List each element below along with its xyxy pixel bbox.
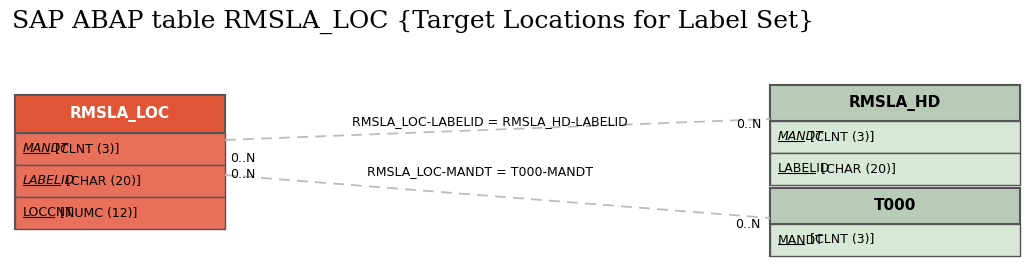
Text: [CLNT (3)]: [CLNT (3)] (51, 143, 119, 156)
Bar (15, 165, 225, 197)
Text: 0..N: 0..N (230, 151, 255, 164)
Text: MANDT: MANDT (23, 143, 69, 156)
Text: 0..N: 0..N (735, 218, 760, 231)
Bar (15, 197, 225, 229)
Bar (770, 85, 1020, 185)
Bar (770, 121, 1020, 153)
Text: LABELID: LABELID (778, 163, 831, 176)
Text: MANDT: MANDT (778, 131, 824, 144)
Bar (770, 153, 1020, 185)
Bar (770, 224, 1020, 256)
Text: MANDT: MANDT (778, 234, 824, 247)
Bar (15, 95, 225, 229)
Text: 0..N: 0..N (230, 169, 255, 182)
Bar (15, 95, 225, 133)
Text: RMSLA_HD: RMSLA_HD (849, 95, 941, 111)
Text: LABELID: LABELID (23, 175, 75, 188)
Bar (770, 188, 1020, 256)
Text: T000: T000 (874, 198, 916, 214)
Bar (770, 188, 1020, 224)
Text: [NUMC (12)]: [NUMC (12)] (57, 207, 137, 220)
Text: 0..N: 0..N (735, 118, 761, 131)
Text: RMSLA_LOC-LABELID = RMSLA_HD-LABELID: RMSLA_LOC-LABELID = RMSLA_HD-LABELID (352, 115, 628, 128)
Text: LOCCNT: LOCCNT (23, 207, 74, 220)
Bar (15, 133, 225, 165)
Text: RMSLA_LOC-MANDT = T000-MANDT: RMSLA_LOC-MANDT = T000-MANDT (367, 165, 593, 178)
Text: SAP ABAP table RMSLA_LOC {Target Locations for Label Set}: SAP ABAP table RMSLA_LOC {Target Locatio… (12, 10, 814, 34)
Text: [CLNT (3)]: [CLNT (3)] (806, 131, 874, 144)
Text: [CHAR (20)]: [CHAR (20)] (62, 175, 140, 188)
Text: [CLNT (3)]: [CLNT (3)] (806, 234, 874, 247)
Bar (770, 85, 1020, 121)
Text: RMSLA_LOC: RMSLA_LOC (70, 106, 170, 122)
Text: [CHAR (20)]: [CHAR (20)] (817, 163, 896, 176)
